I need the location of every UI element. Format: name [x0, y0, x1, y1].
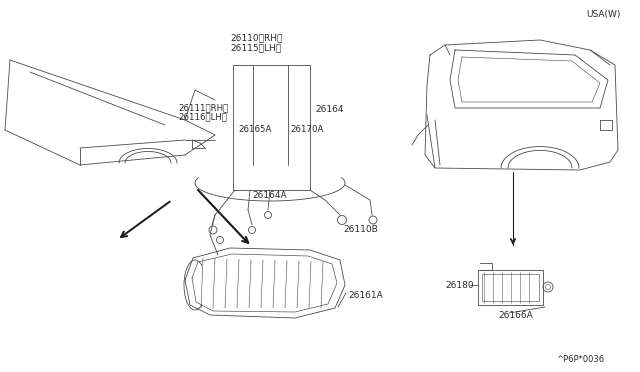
Text: 26165A: 26165A [238, 125, 271, 135]
Text: 26115〈LH〉: 26115〈LH〉 [230, 44, 281, 52]
Text: 26116〈LH〉: 26116〈LH〉 [178, 112, 227, 122]
Text: ^P6P*0036: ^P6P*0036 [556, 356, 604, 365]
Text: 26111〈RH〉: 26111〈RH〉 [178, 103, 228, 112]
Text: 26110〈RH〉: 26110〈RH〉 [230, 33, 282, 42]
Text: USA(W): USA(W) [586, 10, 620, 19]
Text: 26164A: 26164A [252, 190, 287, 199]
Text: 26164: 26164 [315, 106, 344, 115]
Bar [482, 274, 539, 301]
Text: 26110B: 26110B [343, 225, 378, 234]
Text: 26170A: 26170A [290, 125, 323, 135]
Text: 26180: 26180 [445, 280, 474, 289]
Bar [478, 270, 543, 305]
Text: 26161A: 26161A [348, 291, 383, 299]
Text: 26166A: 26166A [498, 311, 532, 320]
